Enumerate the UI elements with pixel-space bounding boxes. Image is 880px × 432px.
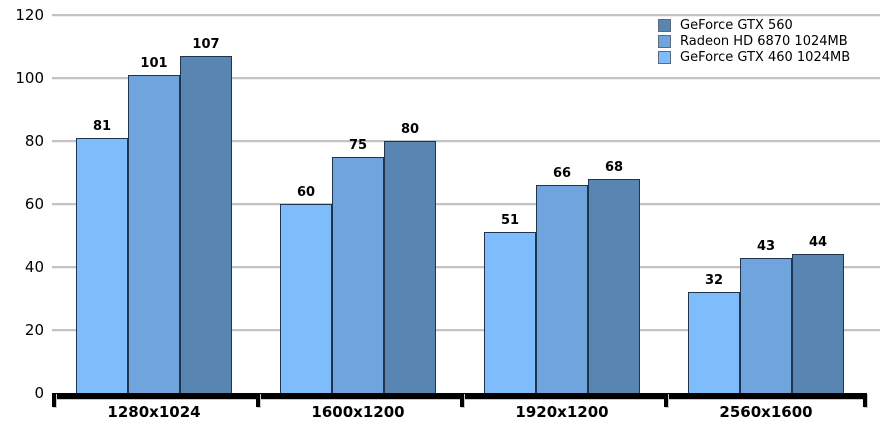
- y-tick-label-100: 100: [15, 69, 44, 87]
- bar-value-label: 81: [92, 118, 112, 134]
- x-category-label-2560x1600: 2560x1600: [719, 403, 813, 421]
- bar-geforce-gtx-460-1024mb-1280x1024: [76, 137, 128, 395]
- gridline-100: [52, 77, 880, 79]
- bar-geforce-gtx-460-1024mb-1920x1200: [484, 232, 536, 395]
- legend-item-geforce-gtx-560: GeForce GTX 560: [658, 19, 850, 32]
- bar-value-label: 51: [500, 213, 520, 229]
- legend-label: GeForce GTX 560: [680, 18, 793, 33]
- x-axis-line: [52, 393, 867, 399]
- legend-label: Radeon HD 6870 1024MB: [680, 34, 848, 49]
- y-tick-label-0: 0: [34, 384, 44, 402]
- bar-geforce-gtx-560-1600x1200: [384, 141, 436, 395]
- bar-geforce-gtx-460-1024mb-2560x1600: [688, 292, 740, 395]
- x-axis-tick: [863, 393, 867, 407]
- bar-value-label: 66: [552, 166, 572, 182]
- x-axis-tick: [256, 393, 260, 407]
- bar-geforce-gtx-560-1920x1200: [588, 178, 640, 395]
- bar-value-label: 44: [808, 235, 828, 251]
- bar-value-label: 68: [604, 159, 624, 175]
- gridline-20: [52, 329, 880, 331]
- y-tick-label-120: 120: [15, 6, 44, 24]
- x-axis-tick: [664, 393, 668, 407]
- bar-radeon-hd-6870-1024mb-1920x1200: [536, 185, 588, 395]
- y-tick-label-20: 20: [24, 321, 44, 339]
- bar-value-label: 101: [140, 55, 168, 71]
- bar-value-label: 60: [296, 185, 316, 200]
- legend-swatch-icon: [658, 51, 671, 64]
- bar-value-label: 107: [192, 36, 220, 52]
- legend-item-radeon-hd-6870-1024mb: Radeon HD 6870 1024MB: [658, 35, 850, 48]
- x-axis-tick: [460, 393, 464, 407]
- legend-swatch-icon: [658, 35, 671, 48]
- x-axis-tick: [52, 393, 56, 407]
- bar-radeon-hd-6870-1024mb-1600x1200: [332, 156, 384, 395]
- bar-value-label: 32: [704, 273, 724, 289]
- legend-label: GeForce GTX 460 1024MB: [680, 50, 851, 65]
- bar-radeon-hd-6870-1024mb-1280x1024: [128, 74, 180, 395]
- bar-value-label: 75: [348, 137, 368, 153]
- bar-value-label: 43: [756, 238, 776, 254]
- bar-geforce-gtx-560-1280x1024: [180, 55, 232, 395]
- x-category-label-1280x1024: 1280x1024: [107, 403, 201, 421]
- x-category-label-1600x1200: 1600x1200: [311, 403, 405, 421]
- gridline-120: [52, 14, 880, 16]
- y-tick-label-60: 60: [24, 195, 44, 213]
- bar-geforce-gtx-460-1024mb-1600x1200: [280, 204, 332, 395]
- gridline-80: [52, 140, 880, 142]
- gridline-40: [52, 266, 880, 268]
- y-tick-label-80: 80: [24, 132, 44, 150]
- legend-item-geforce-gtx-460-1024mb: GeForce GTX 460 1024MB: [658, 51, 850, 64]
- bar-geforce-gtx-560-2560x1600: [792, 254, 844, 395]
- bar-value-label: 80: [400, 122, 420, 137]
- bar-radeon-hd-6870-1024mb-2560x1600: [740, 257, 792, 395]
- legend: GeForce GTX 560 Radeon HD 6870 1024MB GeFo…: [658, 19, 850, 67]
- gridline-60: [52, 203, 880, 205]
- y-tick-label-40: 40: [24, 258, 44, 276]
- x-category-label-1920x1200: 1920x1200: [515, 403, 609, 421]
- legend-swatch-icon: [658, 19, 671, 32]
